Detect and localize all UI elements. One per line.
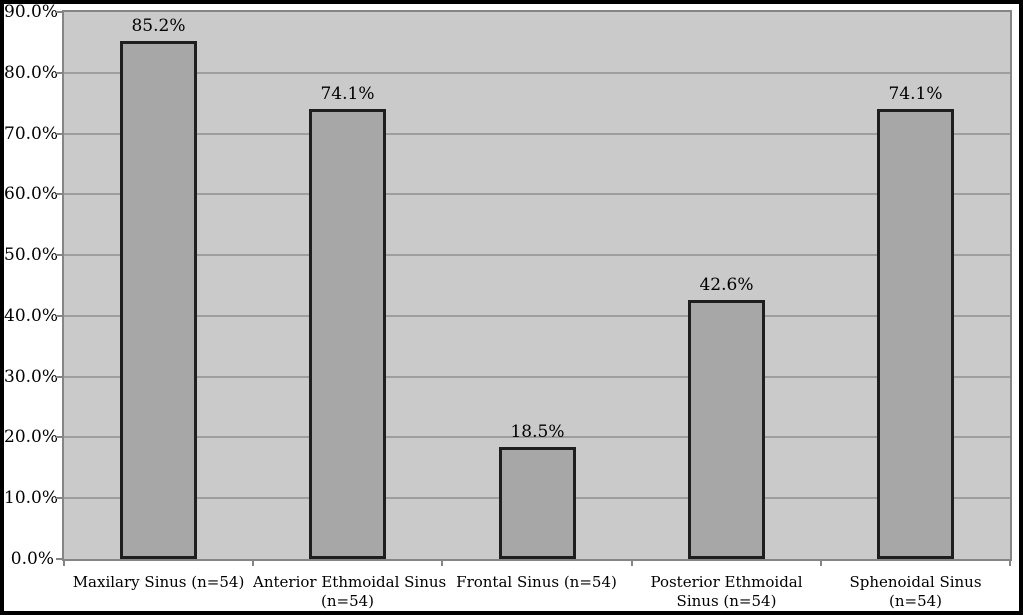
bar: [120, 41, 197, 559]
y-axis-tick-label: 60.0%: [4, 184, 59, 204]
bar-value-label: 74.1%: [320, 84, 375, 104]
x-axis-tick: [441, 561, 443, 566]
y-axis-tick: [56, 315, 62, 317]
y-axis-tick: [56, 193, 62, 195]
y-axis-tick-label: 40.0%: [4, 306, 59, 326]
x-axis-tick: [252, 561, 254, 566]
x-axis-category-label: Maxilary Sinus (n=54): [64, 573, 253, 592]
bar: [499, 447, 576, 559]
x-axis-category-label: Frontal Sinus (n=54): [442, 573, 631, 592]
gridline: [64, 133, 1010, 135]
gridline: [64, 193, 1010, 195]
x-axis-tick: [820, 561, 822, 566]
y-axis-tick: [56, 133, 62, 135]
bar-value-label: 18.5%: [510, 422, 565, 442]
x-axis-category-label: Anterior Ethmoidal Sinus (n=54): [253, 573, 447, 611]
x-axis-category-label: Sphenoidal Sinus (n=54): [821, 573, 1010, 611]
y-axis-tick: [56, 254, 62, 256]
y-axis-tick: [56, 11, 62, 13]
y-axis-tick-label: 10.0%: [4, 488, 59, 508]
gridline: [64, 436, 1010, 438]
gridline: [64, 72, 1010, 74]
x-axis-category-label-line: Anterior Ethmoidal Sinus: [253, 573, 447, 591]
x-axis-category-label-line: Maxilary Sinus (n=54): [72, 573, 245, 591]
y-axis-tick: [56, 376, 62, 378]
x-axis-category-label-line: (n=54): [320, 592, 375, 610]
y-axis-tick-label: 80.0%: [4, 63, 59, 83]
y-axis-tick-label: 50.0%: [4, 245, 59, 265]
x-axis-category-label-line: Sinus (n=54): [676, 592, 777, 610]
y-axis-tick-label: 90.0%: [4, 2, 59, 22]
y-axis-tick-label: 0.0%: [10, 549, 54, 569]
gridline: [64, 315, 1010, 317]
y-axis-tick: [56, 558, 62, 560]
x-axis-tick: [1009, 561, 1011, 566]
x-axis-category-label: Posterior Ethmoidal Sinus (n=54): [632, 573, 821, 611]
bar-value-label: 85.2%: [131, 16, 186, 36]
x-axis-tick: [631, 561, 633, 566]
y-axis-tick-label: 30.0%: [4, 367, 59, 387]
plot-area: 85.2% 74.1% 18.5% 42.6% 74.1%: [62, 10, 1012, 561]
bar-value-label: 74.1%: [888, 84, 943, 104]
x-axis-category-label-line: (n=54): [888, 592, 943, 610]
y-axis-tick-label: 20.0%: [4, 427, 59, 447]
x-axis-category-label-line: Sphenoidal Sinus: [849, 573, 982, 591]
bar: [877, 109, 954, 559]
y-axis-tick: [56, 436, 62, 438]
y-axis-tick-label: 70.0%: [4, 124, 59, 144]
y-axis-tick: [56, 72, 62, 74]
y-axis-tick: [56, 497, 62, 499]
x-axis-category-label-line: Frontal Sinus (n=54): [456, 573, 617, 591]
gridline: [64, 376, 1010, 378]
x-axis-category-label-line: Posterior Ethmoidal: [650, 573, 803, 591]
bar: [688, 300, 765, 559]
bar-value-label: 42.6%: [699, 275, 754, 295]
gridline: [64, 254, 1010, 256]
bar: [309, 109, 386, 559]
x-axis-tick: [63, 561, 65, 566]
